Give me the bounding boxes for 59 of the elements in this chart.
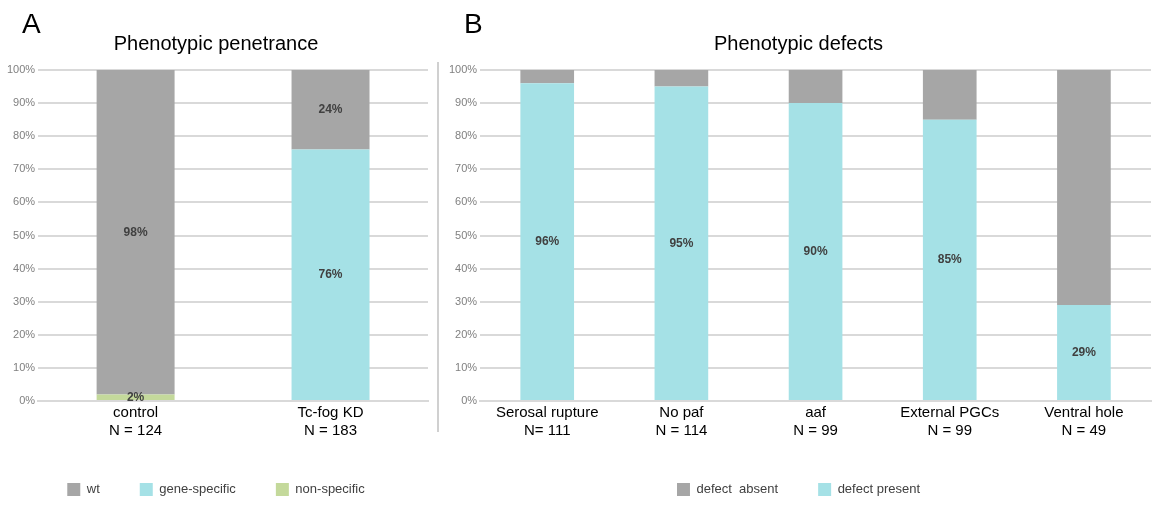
bar (520, 83, 575, 400)
data-label: 2% (126, 389, 145, 404)
y-tick-label: 70% (455, 162, 478, 175)
y-tick-label: 40% (13, 261, 36, 274)
data-label: 76% (318, 267, 343, 282)
x-tick-label: control N = 124 (109, 403, 163, 439)
data-label: 95% (669, 235, 694, 250)
data-label: 29% (1071, 344, 1097, 359)
x-tick-label: aaf N = 99 (793, 403, 838, 439)
data-label: 24% (318, 102, 343, 117)
bar (291, 70, 370, 150)
y-tick-label: 50% (455, 228, 478, 241)
x-tick-label: No paf N = 114 (655, 403, 708, 439)
bar (654, 86, 709, 400)
data-label: 96% (535, 233, 560, 248)
bar (291, 149, 370, 400)
legend-label: wt (85, 481, 101, 497)
text: A (22, 8, 41, 40)
y-tick-label: 30% (13, 294, 36, 307)
y-tick-label: 80% (13, 129, 36, 142)
y-tick-label: 40% (455, 261, 478, 274)
data-label: 90% (803, 243, 828, 258)
x-tick-label: External PGCs N = 99 (900, 403, 1000, 439)
bar (788, 103, 843, 400)
y-tick-label: 50% (13, 228, 36, 241)
text: B (464, 8, 483, 40)
bar (1057, 305, 1111, 400)
y-tick-label: 100% (448, 63, 478, 76)
y-tick-label: 20% (13, 327, 36, 340)
y-tick-label: 0% (461, 394, 478, 407)
y-tick-label: 100% (6, 63, 36, 76)
y-tick-label: 70% (13, 162, 36, 175)
y-tick-label: 10% (455, 360, 478, 373)
chart-title: Phenotypic penetrance (113, 31, 319, 54)
bar (654, 70, 709, 87)
y-tick-label: 80% (455, 129, 478, 142)
y-tick-label: 60% (13, 195, 36, 208)
y-tick-label: 30% (455, 294, 478, 307)
y-tick-label: 0% (19, 394, 36, 407)
legend-label: non-specific (295, 481, 366, 497)
x-tick-label: Ventral hole N = 49 (1044, 403, 1124, 439)
y-tick-label: 20% (455, 327, 478, 340)
legend-label: defect absent (696, 481, 779, 497)
y-tick-label: 90% (13, 96, 36, 109)
chart-title: Phenotypic defects (714, 31, 883, 54)
bar (520, 70, 575, 84)
bar (1057, 70, 1111, 306)
bar (788, 70, 843, 104)
bar (922, 70, 977, 120)
bar (922, 119, 977, 400)
y-tick-label: 10% (13, 360, 36, 373)
x-tick-label: Serosal rupture N= 111 (495, 403, 599, 439)
data-label: 85% (937, 252, 963, 267)
legend-label: defect present (837, 481, 921, 497)
data-label: 98% (123, 224, 148, 239)
y-tick-label: 90% (455, 96, 478, 109)
x-tick-label: Tc-fog KD N = 183 (297, 403, 364, 439)
legend-label: gene-specific (159, 481, 237, 497)
y-tick-label: 60% (455, 195, 478, 208)
